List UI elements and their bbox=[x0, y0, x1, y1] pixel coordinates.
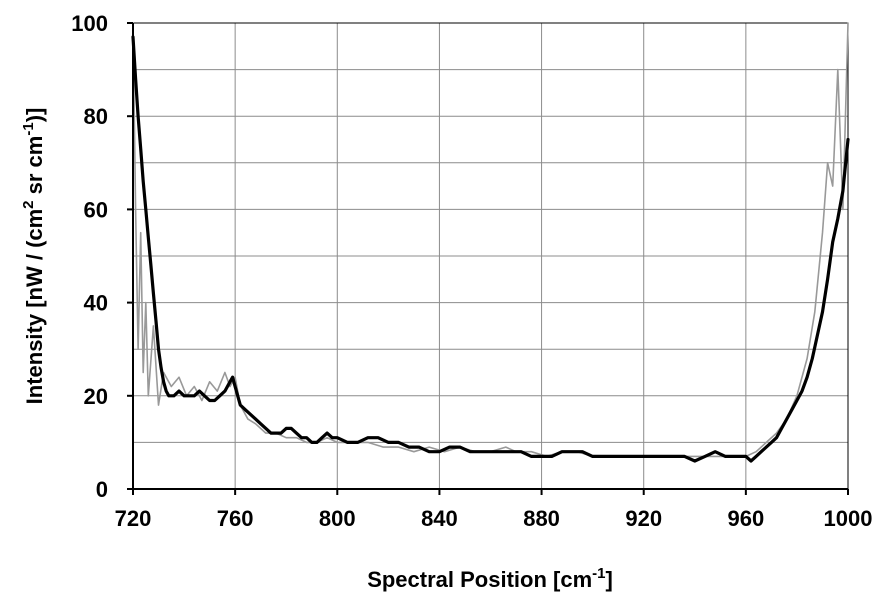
x-tick-label-920: 920 bbox=[625, 506, 662, 531]
axes bbox=[127, 22, 849, 495]
smoothed-spectrum-line bbox=[131, 35, 850, 463]
x-tick-label-760: 760 bbox=[217, 506, 254, 531]
raw-spectrum-line bbox=[132, 22, 849, 458]
gridlines bbox=[132, 22, 849, 490]
y-axis-label-sup-2: -1 bbox=[20, 122, 37, 135]
x-tick-label-880: 880 bbox=[523, 506, 560, 531]
x-tick-label-840: 840 bbox=[421, 506, 458, 531]
y-axis-label: Intensity [nW / (cm2 sr cm-1)] bbox=[20, 108, 47, 405]
y-axis-label-part-3: )] bbox=[22, 108, 47, 123]
y-tick-label-20: 20 bbox=[84, 384, 108, 409]
x-tick-label-1000: 1000 bbox=[824, 506, 873, 531]
y-axis-label-part-2: sr cm bbox=[22, 136, 47, 201]
x-axis-label-main: Spectral Position [cm bbox=[367, 567, 592, 592]
y-axis-label-sup-1: 2 bbox=[20, 200, 37, 208]
x-axis-label: Spectral Position [cm-1] bbox=[367, 565, 613, 592]
y-tick-label-100: 100 bbox=[71, 11, 108, 36]
series-layer bbox=[131, 22, 850, 463]
y-tick-label-40: 40 bbox=[84, 291, 108, 316]
x-tick-label-800: 800 bbox=[319, 506, 356, 531]
y-tick-label-60: 60 bbox=[84, 197, 108, 222]
y-tick-label-80: 80 bbox=[84, 104, 108, 129]
x-tick-label-960: 960 bbox=[727, 506, 764, 531]
y-tick-labels: 0 20 40 60 80 100 bbox=[71, 11, 108, 502]
y-axis-label-part-1: Intensity [nW / (cm bbox=[22, 209, 47, 405]
x-tick-labels: 720 760 800 840 880 920 960 1000 bbox=[115, 506, 873, 531]
y-tick-label-0: 0 bbox=[96, 477, 108, 502]
x-axis-label-superscript: -1 bbox=[592, 565, 605, 582]
x-tick-label-720: 720 bbox=[115, 506, 152, 531]
x-axis-label-end: ] bbox=[605, 567, 612, 592]
